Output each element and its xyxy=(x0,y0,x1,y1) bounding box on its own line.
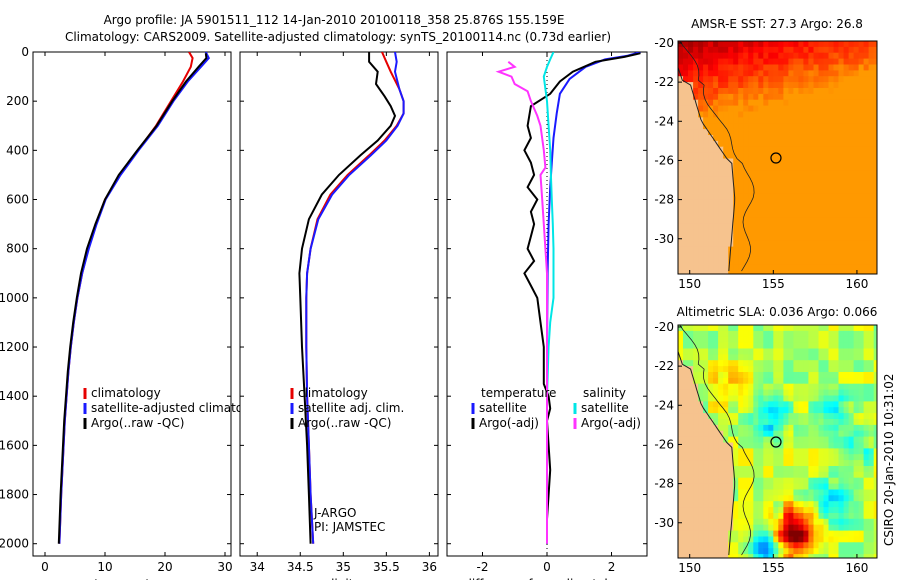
difference-profile-panel: -2 0 2 difference from climatology temperatu… xyxy=(446,51,648,580)
coastline xyxy=(678,349,736,556)
x-axis-label: temperature xyxy=(94,577,169,580)
x-tick-label: 0 xyxy=(41,560,49,574)
series-line-argo xyxy=(57,53,208,544)
map-y-tick-label: -28 xyxy=(654,477,674,491)
y-tick-label: 2000 xyxy=(0,537,29,551)
coastline xyxy=(678,65,736,272)
temperature-profile-panel: 0 10 20 30 0 200 400 600 800 1000 1200 1400 1600 1800… xyxy=(0,45,269,580)
map-x-tick-label: 150 xyxy=(678,277,701,291)
legend-label: climatology xyxy=(91,386,161,400)
float-position-marker xyxy=(770,152,782,164)
series-line-sal_argo xyxy=(495,61,548,544)
sst-map-title: AMSR-E SST: 27.3 Argo: 26.8 xyxy=(691,17,863,31)
y-tick-label: 200 xyxy=(6,94,29,108)
map-x-tick-label: 160 xyxy=(845,561,868,575)
legend-label: Argo(..raw -QC) xyxy=(298,416,391,430)
x-tick-label: 2 xyxy=(608,560,616,574)
x-tick-label: -2 xyxy=(476,560,488,574)
series-group xyxy=(57,52,210,544)
legend-label: satellite xyxy=(581,401,629,415)
map-y-tick-label: -28 xyxy=(654,193,674,207)
map-frame xyxy=(677,324,878,559)
plot-frame xyxy=(239,51,439,557)
legend-label: satellite xyxy=(479,401,527,415)
map-y-tick-label: -22 xyxy=(654,75,674,89)
x-tick-label: 35 xyxy=(336,560,351,574)
map-x-tick-label: 160 xyxy=(845,277,868,291)
map-y-tick-label: -22 xyxy=(654,359,674,373)
map-x-tick-label: 150 xyxy=(678,561,701,575)
x-tick-label: 20 xyxy=(157,560,172,574)
map-y-tick-label: -30 xyxy=(654,516,674,530)
map-field xyxy=(678,325,877,558)
series-group xyxy=(298,52,405,544)
y-tick-label: 1200 xyxy=(0,340,29,354)
pi-label: PI: JAMSTEC xyxy=(314,520,385,534)
sla-map: 150 155 160 -20 -22 -24 -26 -28 -30 xyxy=(654,320,878,575)
legend-label: Argo(-adj) xyxy=(581,416,641,430)
y-tick-label: 1600 xyxy=(0,438,29,452)
x-tick-label: 10 xyxy=(97,560,112,574)
y-tick-label: 1800 xyxy=(0,488,29,502)
map-y-tick-label: -26 xyxy=(654,153,674,167)
series-line-argo xyxy=(523,52,641,544)
x-tick-label: 30 xyxy=(217,560,232,574)
sla-map-title: Altimetric SLA: 0.036 Argo: 0.066 xyxy=(677,305,878,319)
y-tick-label: 800 xyxy=(6,242,29,256)
y-tick-label: 400 xyxy=(6,143,29,157)
figure-title-line-1: Argo profile: JA 5901511_112 14-Jan-2010… xyxy=(104,13,565,27)
plot-frame xyxy=(32,51,232,557)
y-tick-label: 600 xyxy=(6,193,29,207)
map-field xyxy=(678,41,877,274)
map-x-tick-label: 155 xyxy=(762,277,785,291)
map-y-tick-label: -20 xyxy=(654,36,674,50)
map-y-tick-label: -24 xyxy=(654,114,674,128)
salinity-profile-panel: 34 34.5 35 35.5 36 salinity climatologysatelli… xyxy=(239,51,439,580)
legend-label: climatology xyxy=(298,386,368,400)
csiro-timestamp: CSIRO 20-Jan-2010 10:31:02 xyxy=(882,374,896,546)
map-y-tick-label: -24 xyxy=(654,398,674,412)
legend-label: satellite adj. clim. xyxy=(298,401,404,415)
x-tick-label: 35.5 xyxy=(373,560,400,574)
shelf-contour xyxy=(679,325,755,556)
figure-title-line-2: Climatology: CARS2009. Satellite-adjuste… xyxy=(65,30,611,44)
x-tick-label: 36 xyxy=(422,560,437,574)
x-axis-label: salinity xyxy=(317,577,360,580)
series-group xyxy=(495,52,641,544)
legend-label: satellite-adjusted climatology xyxy=(91,401,269,415)
map-frame xyxy=(677,40,878,275)
map-y-tick-label: -20 xyxy=(654,320,674,334)
y-tick-label: 1000 xyxy=(0,291,29,305)
sst-map: 150 155 160 -20 -22 -24 -26 -28 -30 xyxy=(654,36,878,291)
x-tick-label: 34 xyxy=(250,560,265,574)
x-tick-label: 0 xyxy=(543,560,551,574)
y-tick-label: 0 xyxy=(21,45,29,59)
map-y-tick-label: -30 xyxy=(654,232,674,246)
legend-label: salinity xyxy=(583,386,626,400)
series-line-argo xyxy=(298,52,397,544)
legend-label: temperature xyxy=(481,386,556,400)
series-line-satellite xyxy=(305,52,405,544)
series-line-sal_satellite xyxy=(542,52,555,544)
x-axis-label: difference from climatology xyxy=(464,577,630,580)
map-y-tick-label: -26 xyxy=(654,437,674,451)
map-x-tick-label: 155 xyxy=(762,561,785,575)
y-tick-label: 1400 xyxy=(0,389,29,403)
float-position-marker xyxy=(770,436,782,448)
legend-label: Argo(-adj) xyxy=(479,416,539,430)
shelf-contour xyxy=(679,41,755,272)
agency-label: J-ARGO xyxy=(313,506,356,520)
legend-label: Argo(..raw -QC) xyxy=(91,416,184,430)
x-tick-label: 34.5 xyxy=(287,560,314,574)
